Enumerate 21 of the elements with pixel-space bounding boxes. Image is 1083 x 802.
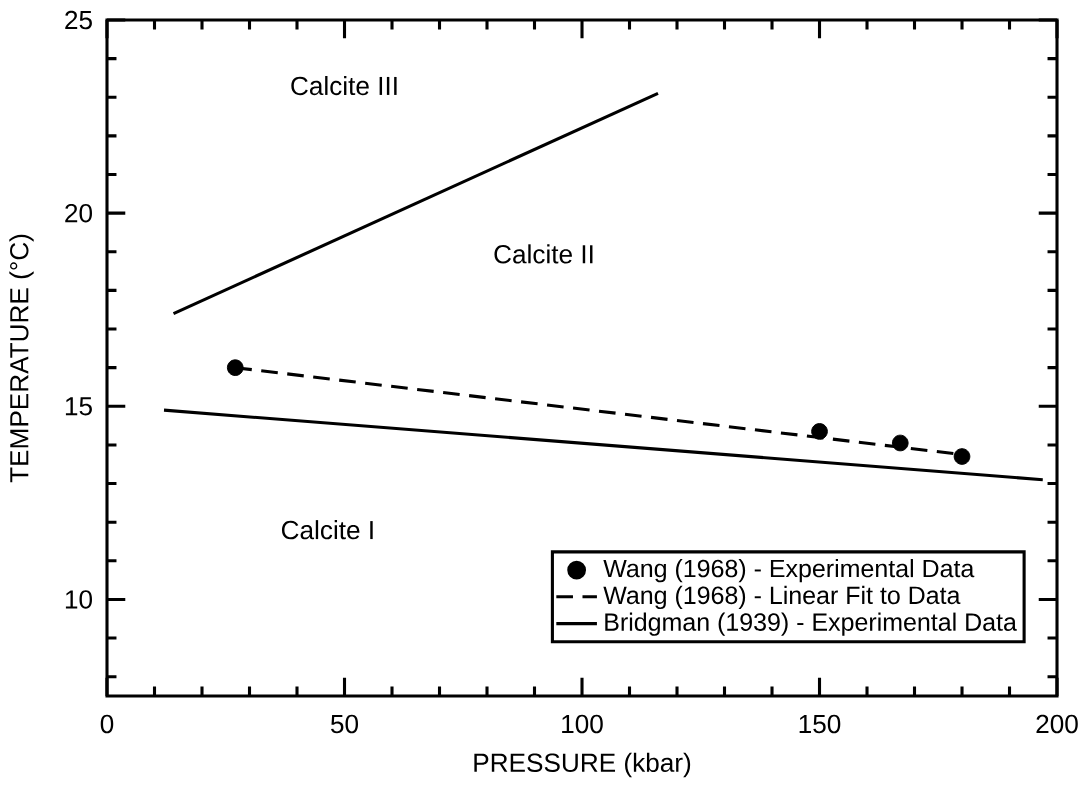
legend-label: Wang (1968) - Experimental Data [603, 559, 975, 583]
x-tick-label: 200 [1036, 714, 1078, 734]
annotation: Calcite II [494, 244, 593, 264]
annotation: Calcite III [291, 75, 397, 96]
y-tick-label: 20 [65, 203, 92, 223]
y-tick-label: 25 [65, 10, 92, 30]
point [891, 434, 909, 452]
point [226, 359, 244, 376]
x-tick-label: 100 [562, 714, 603, 734]
legend-label: Bridgman (1939) - Experimental Data [605, 612, 1017, 636]
x-tick-label: 150 [799, 714, 841, 734]
x-tick-label: 0 [100, 714, 114, 734]
x-axis-title: PRESSURE (kbar) [474, 752, 691, 778]
legend-label: Wang (1968) - Linear Fit to Data [603, 585, 961, 610]
annotation: Calcite I [281, 520, 373, 540]
y-tick-label: 10 [65, 590, 92, 609]
point [811, 423, 828, 440]
y-tick-label: 15 [65, 397, 92, 416]
y-axis-title: TEMPERATURE (°C) [9, 234, 34, 483]
x-tick-label: 50 [331, 714, 359, 734]
point [953, 448, 971, 465]
